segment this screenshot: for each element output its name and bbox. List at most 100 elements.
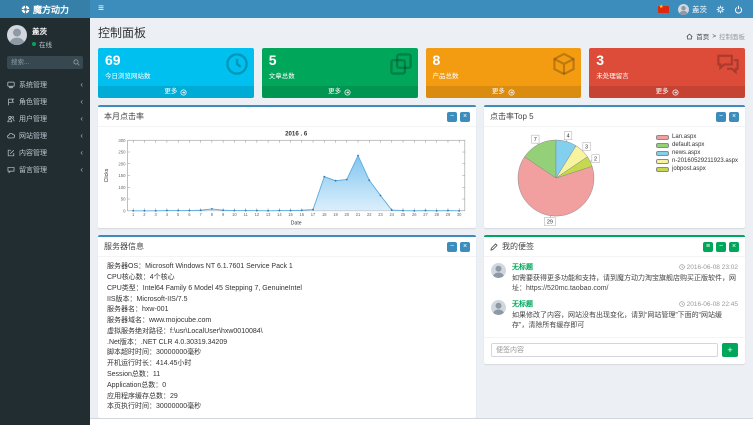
server-info-list: 服务器OS：Microsoft Windows NT 6.1.7601 Serv…	[98, 257, 476, 418]
breadcrumb-home-link[interactable]: 首页	[696, 34, 710, 41]
legend-swatch	[656, 134, 670, 140]
svg-text:20: 20	[345, 212, 350, 217]
sidebar-menu: 系统管理 ‹ 角色管理 ‹ 用户管理 ‹ 网站管理 ‹ 内容管理 ‹ 留言管理 …	[0, 76, 90, 178]
edit-icon	[7, 149, 15, 156]
add-note-button[interactable]: +	[722, 343, 738, 358]
collapse-icon[interactable]: −	[447, 241, 457, 252]
svg-text:28: 28	[434, 212, 439, 217]
comment-icon	[7, 166, 15, 173]
svg-text:300: 300	[118, 138, 126, 143]
power-icon[interactable]	[734, 5, 743, 14]
stat-box-messages: 3 未处理留言 更多	[589, 48, 745, 98]
panel-title: 我的便签	[502, 242, 534, 252]
server-info-line: 脚本超时时间：30000000毫秒	[107, 349, 202, 357]
chevron-left-icon: ‹	[80, 165, 83, 174]
server-info-line: Session总数：11	[107, 371, 161, 379]
user-avatar	[678, 3, 689, 15]
stat-value: 69	[105, 52, 121, 68]
monthly-clicks-chart: 2016 . 6 Clicks Date 0 50 100 150 200 250 300 1 2 3 4…	[98, 127, 476, 228]
close-icon[interactable]: ×	[460, 111, 470, 122]
note-text: 如需要获得更多功能和支持，请到魔方动力淘宝旗舰店购买正版软件，网址：https:…	[512, 275, 736, 292]
clock-icon	[678, 301, 685, 307]
clock-icon	[225, 53, 248, 75]
svg-text:100: 100	[118, 185, 126, 190]
close-icon[interactable]: ×	[460, 241, 470, 252]
sidebar-item-system[interactable]: 系统管理 ‹	[0, 76, 90, 93]
svg-text:26: 26	[412, 212, 417, 217]
sidebar-item-site[interactable]: 网站管理 ‹	[0, 127, 90, 144]
svg-text:27: 27	[423, 212, 428, 217]
svg-text:150: 150	[118, 173, 126, 178]
svg-text:250: 250	[118, 150, 126, 155]
stat-label: 今日浏览网站数	[105, 73, 151, 80]
sidebar: 盖茨 在线 系统管理 ‹ 角色管理 ‹ 用户管理 ‹	[0, 18, 90, 425]
legend-swatch	[656, 142, 670, 148]
chevron-left-icon: ‹	[80, 131, 83, 140]
breadcrumb-separator: >	[712, 32, 716, 40]
svg-text:23: 23	[378, 212, 383, 217]
svg-text:9: 9	[222, 212, 225, 217]
server-info-line: 开机运行时长：414.45小时	[107, 360, 192, 368]
note-item: 无标题 2016-06-08 22:45 如果修改了内容，网站没有出现变化，请到…	[491, 299, 738, 330]
sidebar-item-user[interactable]: 用户管理 ‹	[0, 110, 90, 127]
chevron-left-icon: ‹	[80, 80, 83, 89]
collapse-icon[interactable]: −	[716, 241, 726, 252]
more-link[interactable]: 更多	[589, 86, 745, 98]
svg-text:7: 7	[200, 212, 203, 217]
svg-text:25: 25	[401, 212, 406, 217]
search-input[interactable]	[7, 56, 69, 69]
stat-label: 产品总数	[432, 73, 459, 80]
clock-icon	[678, 264, 685, 270]
note-title-link[interactable]: 无标题	[512, 301, 533, 309]
collapse-icon[interactable]: −	[716, 111, 726, 122]
cube-icon	[553, 52, 575, 76]
language-flag-icon[interactable]: ★	[658, 4, 669, 13]
svg-text:2: 2	[143, 212, 146, 217]
more-link[interactable]: 更多	[98, 86, 254, 98]
collapse-icon[interactable]: −	[447, 111, 457, 122]
server-info-line: 本页执行时间：30000000毫秒	[107, 403, 202, 411]
navbar-user-menu[interactable]: 盖茨	[678, 3, 707, 15]
close-icon[interactable]: ×	[729, 241, 739, 252]
svg-text:19: 19	[333, 212, 338, 217]
svg-text:30: 30	[457, 212, 462, 217]
gear-icon[interactable]	[716, 5, 725, 14]
svg-text:17: 17	[311, 212, 316, 217]
note-timestamp: 2016-06-08 23:02	[678, 264, 738, 271]
svg-text:21: 21	[356, 212, 361, 217]
sidebar-item-role[interactable]: 角色管理 ‹	[0, 93, 90, 110]
svg-text:3: 3	[585, 144, 588, 150]
more-link[interactable]: 更多	[261, 86, 418, 98]
panel-title: 服务器信息	[104, 242, 144, 252]
role-flag-icon	[8, 98, 15, 105]
server-info-line: .Net版本：.NET CLR 4.0.30319.34209	[107, 338, 228, 346]
svg-text:29: 29	[446, 212, 451, 217]
sidebar-toggle-icon[interactable]: ≡	[98, 3, 104, 14]
list-icon[interactable]: ≡	[703, 241, 713, 252]
note-text: 如果修改了内容，网站没有出现变化，请到“网站管理”下面的“网站缓存”，清除所有缓…	[512, 312, 722, 329]
navbar-user-name: 盖茨	[692, 4, 707, 14]
user-status: 在线	[32, 39, 52, 49]
legend-swatch	[656, 158, 670, 164]
sidebar-user-name: 盖茨	[32, 27, 47, 36]
note-title-link[interactable]: 无标题	[512, 264, 533, 272]
server-info-line: IIS版本：Microsoft-IIS/7.5	[107, 295, 188, 303]
close-icon[interactable]: ×	[729, 111, 739, 122]
sidebar-item-content[interactable]: 内容管理 ‹	[0, 144, 90, 161]
circle-arrow-right-icon	[180, 88, 187, 96]
svg-text:8: 8	[211, 212, 214, 217]
svg-text:4: 4	[567, 134, 570, 140]
svg-text:12: 12	[255, 212, 260, 217]
sidebar-item-message[interactable]: 留言管理 ‹	[0, 161, 90, 178]
content-wrapper: 控制面板 首页 > 控制面板 69 今日浏览网站数 更多 5	[90, 18, 753, 425]
server-info-line: 服务器域名：www.mojocube.com	[107, 317, 212, 325]
search-button[interactable]	[69, 56, 83, 69]
breadcrumb-current: 控制面板	[719, 34, 745, 41]
note-input[interactable]	[491, 343, 718, 358]
copy-icon	[389, 53, 412, 75]
brand-logo[interactable]: 魔方动力	[0, 0, 90, 18]
svg-text:3: 3	[155, 212, 158, 217]
stats-row: 69 今日浏览网站数 更多 5 文章总数 更多 8 产品总数	[98, 48, 745, 98]
more-link[interactable]: 更多	[425, 86, 582, 98]
navbar-right: ★ 盖茨	[658, 0, 753, 18]
